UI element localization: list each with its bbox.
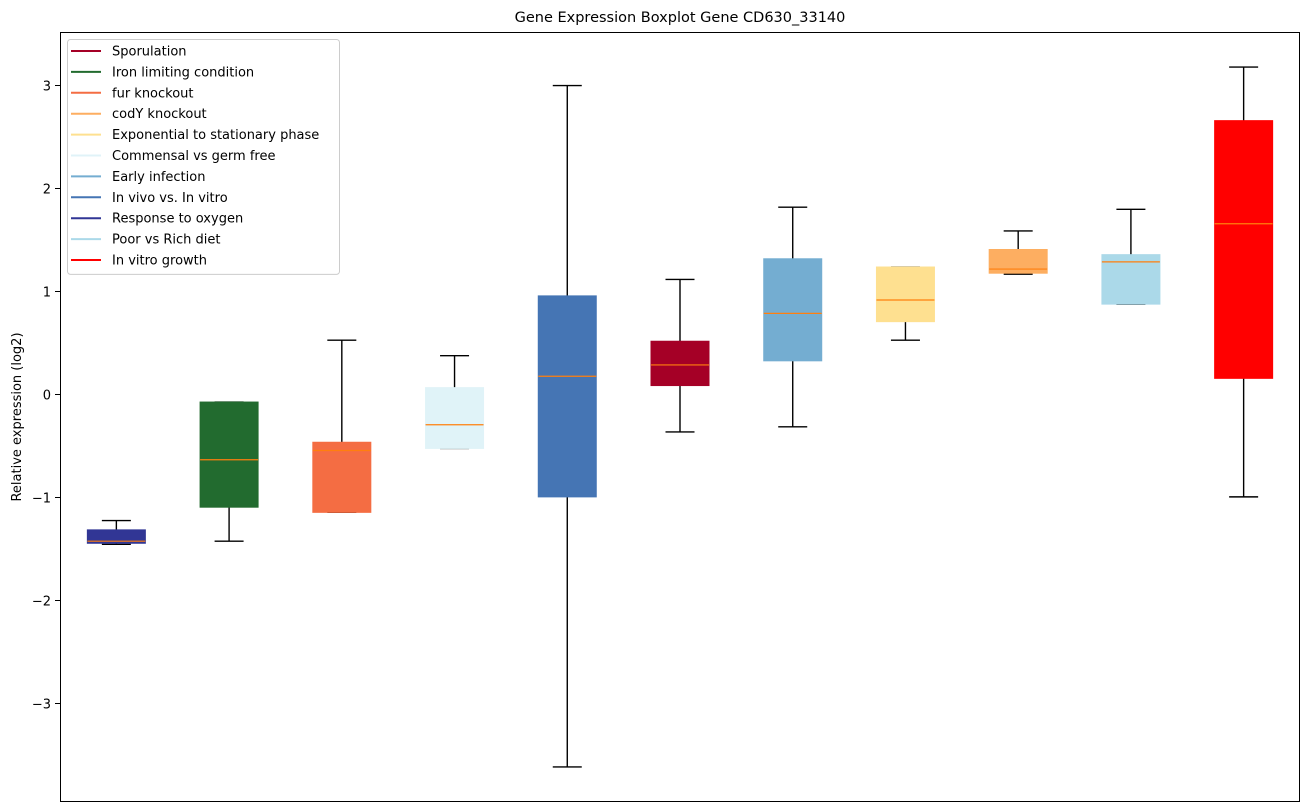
legend-label: In vivo vs. In vitro <box>112 191 228 206</box>
y-tick-label: 0 <box>43 389 51 404</box>
box-group <box>1214 66 1274 498</box>
legend: Sporulation Iron limiting condition fur kn… <box>67 39 340 275</box>
box-iqr <box>763 258 823 362</box>
y-tick-label: −3 <box>32 698 51 713</box>
box-iqr <box>875 266 935 323</box>
box-iqr <box>1214 120 1274 379</box>
legend-label: In vitro growth <box>112 254 207 269</box>
legend-label: fur knockout <box>112 86 194 101</box>
box-group <box>988 230 1048 275</box>
y-tick-label: 2 <box>43 183 51 198</box>
plot-area <box>86 66 1274 768</box>
box-iqr <box>537 295 597 498</box>
box-group <box>650 278 710 433</box>
box-group <box>86 519 146 546</box>
legend-frame <box>67 39 340 275</box>
box-iqr <box>312 441 372 513</box>
box-group <box>312 339 372 514</box>
legend-label: codY knockout <box>112 107 207 122</box>
box-group <box>763 206 823 428</box>
legend-label: Exponential to stationary phase <box>112 128 319 143</box>
y-tick-label: 1 <box>43 286 51 301</box>
y-axis-label: Relative expression (log2) <box>10 332 25 501</box>
legend-label: Response to oxygen <box>112 212 243 227</box>
chart-title: Gene Expression Boxplot Gene CD630_33140 <box>515 10 846 26</box>
y-tick-label: 3 <box>43 80 51 95</box>
box-iqr <box>86 529 146 544</box>
box-iqr <box>425 387 485 449</box>
box-iqr <box>988 248 1048 274</box>
legend-label: Commensal vs germ free <box>112 149 275 164</box>
box-iqr <box>650 340 710 387</box>
box-group <box>875 266 935 341</box>
axes-frame <box>60 32 1300 802</box>
box-group <box>199 401 259 542</box>
box-iqr <box>1101 254 1161 305</box>
y-axis: 3 2 1 0 −1 −2 −3 <box>32 80 60 713</box>
legend-label: Early infection <box>112 170 205 185</box>
box-iqr <box>199 401 259 508</box>
legend-label: Sporulation <box>112 45 187 60</box>
legend-label: Poor vs Rich diet <box>112 233 220 248</box>
box-group <box>425 354 485 450</box>
legend-label: Iron limiting condition <box>112 65 254 80</box>
y-tick-label: −1 <box>32 492 51 507</box>
box-group <box>537 84 597 768</box>
y-tick-label: −2 <box>32 595 51 610</box>
box-group <box>1101 208 1161 305</box>
